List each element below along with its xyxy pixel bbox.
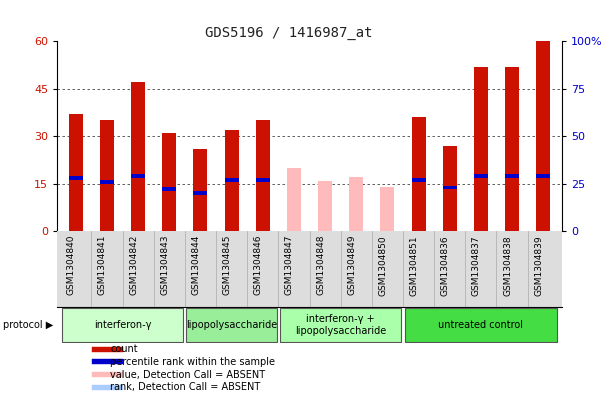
- Text: GSM1304846: GSM1304846: [254, 235, 263, 296]
- Bar: [287, 168, 301, 231]
- Text: GDS5196 / 1416987_at: GDS5196 / 1416987_at: [205, 26, 372, 40]
- Text: interferon-γ +
lipopolysaccharide: interferon-γ + lipopolysaccharide: [295, 314, 386, 336]
- Text: GSM1304839: GSM1304839: [534, 235, 543, 296]
- Bar: [100, 180, 114, 184]
- FancyBboxPatch shape: [280, 308, 401, 342]
- Bar: [225, 130, 239, 231]
- Text: protocol ▶: protocol ▶: [3, 320, 53, 330]
- Text: GSM1304844: GSM1304844: [192, 235, 201, 295]
- Text: GSM1304843: GSM1304843: [160, 235, 169, 296]
- Text: GSM1304849: GSM1304849: [347, 235, 356, 296]
- Bar: [536, 41, 551, 231]
- Text: GSM1304836: GSM1304836: [441, 235, 450, 296]
- Bar: [536, 174, 551, 178]
- Bar: [93, 385, 123, 390]
- Bar: [225, 178, 239, 182]
- Bar: [93, 360, 123, 364]
- Text: GSM1304842: GSM1304842: [129, 235, 138, 295]
- Text: interferon-γ: interferon-γ: [94, 320, 151, 330]
- Text: lipopolysaccharide: lipopolysaccharide: [186, 320, 277, 330]
- Text: rank, Detection Call = ABSENT: rank, Detection Call = ABSENT: [110, 382, 260, 392]
- Bar: [505, 174, 519, 178]
- Bar: [194, 191, 207, 195]
- Text: untreated control: untreated control: [438, 320, 523, 330]
- Bar: [474, 174, 488, 178]
- Bar: [162, 187, 176, 191]
- Text: GSM1304845: GSM1304845: [222, 235, 231, 296]
- Bar: [412, 117, 426, 231]
- FancyBboxPatch shape: [404, 308, 557, 342]
- Bar: [505, 66, 519, 231]
- Text: GSM1304841: GSM1304841: [98, 235, 107, 296]
- Text: GSM1304851: GSM1304851: [410, 235, 418, 296]
- Bar: [162, 133, 176, 231]
- Bar: [443, 146, 457, 231]
- Text: GSM1304848: GSM1304848: [316, 235, 325, 296]
- Bar: [474, 66, 488, 231]
- Bar: [443, 185, 457, 189]
- Bar: [93, 347, 123, 352]
- Bar: [256, 120, 270, 231]
- Text: count: count: [110, 344, 138, 354]
- Text: GSM1304840: GSM1304840: [67, 235, 76, 296]
- Text: GSM1304838: GSM1304838: [503, 235, 512, 296]
- Bar: [194, 149, 207, 231]
- Bar: [131, 83, 145, 231]
- FancyBboxPatch shape: [186, 308, 277, 342]
- Text: GSM1304837: GSM1304837: [472, 235, 481, 296]
- Bar: [256, 178, 270, 182]
- Bar: [93, 372, 123, 377]
- Text: percentile rank within the sample: percentile rank within the sample: [110, 357, 275, 367]
- Bar: [69, 114, 83, 231]
- Bar: [131, 174, 145, 178]
- Bar: [100, 120, 114, 231]
- Bar: [349, 177, 363, 231]
- Bar: [69, 176, 83, 180]
- Text: GSM1304847: GSM1304847: [285, 235, 294, 296]
- Text: GSM1304850: GSM1304850: [379, 235, 388, 296]
- Bar: [412, 178, 426, 182]
- Bar: [318, 180, 332, 231]
- Bar: [380, 187, 394, 231]
- FancyBboxPatch shape: [62, 308, 183, 342]
- Text: value, Detection Call = ABSENT: value, Detection Call = ABSENT: [110, 369, 265, 380]
